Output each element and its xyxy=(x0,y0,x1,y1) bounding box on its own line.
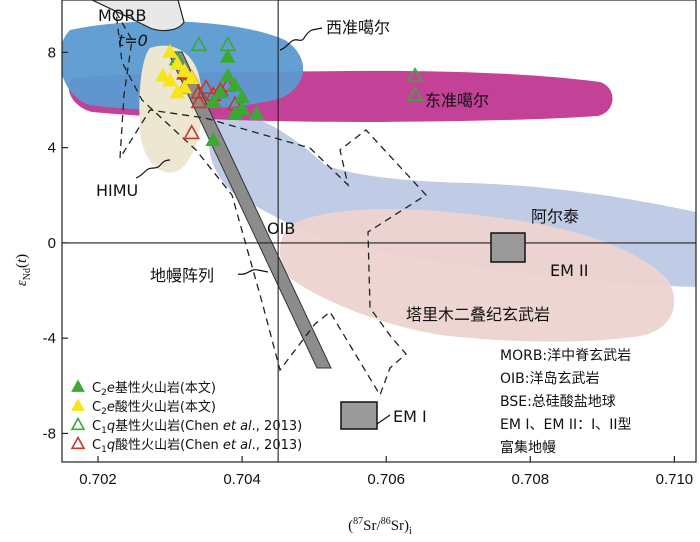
plot-frame xyxy=(61,0,697,463)
note-line-2: OIB:洋岛玄武岩 xyxy=(500,370,599,387)
x-tick-label: 0.704 xyxy=(223,471,261,488)
legend-marker xyxy=(70,435,86,450)
data-point xyxy=(197,78,215,94)
data-point xyxy=(406,66,424,83)
data-point xyxy=(212,84,229,99)
x-tick-label: 0.708 xyxy=(512,471,550,488)
data-point xyxy=(162,43,178,58)
em1-label: EM I xyxy=(393,407,427,426)
data-point xyxy=(219,48,236,63)
y-tick-label: -4 xyxy=(43,330,56,347)
y-tick-label: 4 xyxy=(48,140,56,157)
altai-label: 阿尔泰 xyxy=(531,207,579,226)
legend-marker xyxy=(71,398,85,411)
data-point xyxy=(155,67,171,82)
legend-entry: C2e酸性火山岩(本文) xyxy=(92,400,216,417)
y-tick-label: 0 xyxy=(48,235,56,252)
y-axis: -8 -4 0 4 8 xyxy=(43,44,68,442)
x-axis: 0.702 0.704 0.706 0.708 0.710 xyxy=(79,456,693,488)
west-junggar-label: 西准噶尔 xyxy=(326,18,390,37)
oib-field-outline xyxy=(115,11,428,397)
em2-label: EM II xyxy=(550,261,588,280)
legend-marker xyxy=(71,379,85,392)
himu-leader xyxy=(135,159,171,179)
data-point xyxy=(183,69,200,85)
mantle-array-label: 地幔阵列 xyxy=(150,266,214,285)
legend-entry: C2e基性火山岩(本文) xyxy=(92,381,216,398)
data-point xyxy=(205,131,222,147)
data-point xyxy=(227,77,243,92)
data-point xyxy=(190,83,208,99)
legend-marker xyxy=(70,416,86,431)
data-point xyxy=(176,79,193,94)
data-point xyxy=(205,93,222,108)
data-point xyxy=(162,72,178,87)
t0-label: t=0 xyxy=(118,31,148,50)
east-junggar-label: 东准噶尔 xyxy=(425,91,489,110)
data-point xyxy=(248,105,265,120)
west-junggar-leader xyxy=(279,27,323,51)
plot-area xyxy=(62,0,696,397)
data-point xyxy=(190,93,208,109)
data-point xyxy=(219,67,236,82)
data-point xyxy=(190,36,208,52)
x-axis-label: (87Sr/86Sr)i xyxy=(348,516,412,537)
note-line-3: BSE:总硅酸盐地球 xyxy=(500,394,616,410)
x-tick-label: 0.706 xyxy=(367,471,405,488)
morb-label: MORB xyxy=(98,6,147,25)
data-point xyxy=(227,105,243,120)
data-point xyxy=(169,55,186,70)
em1-box xyxy=(340,401,378,430)
legend-entry: C1q酸性火山岩(Chen et al., 2013) xyxy=(92,438,302,455)
legend-entry: C1q基性火山岩(Chen et al., 2013) xyxy=(92,419,302,436)
data-points xyxy=(155,36,424,147)
tarim-basalt-field xyxy=(279,208,675,342)
em1-leader xyxy=(376,414,391,425)
y-tick-label: -8 xyxy=(43,425,56,442)
legend: C2e基性火山岩(本文) C2e酸性火山岩(本文) C1q基性火山岩(Chen et… xyxy=(70,379,302,455)
x-tick-label: 0.710 xyxy=(656,471,694,488)
data-point xyxy=(234,100,250,116)
tarim-basalt-label: 塔里木二叠纪玄武岩 xyxy=(406,305,550,324)
data-point xyxy=(406,86,424,102)
data-point xyxy=(169,84,186,99)
em2-box xyxy=(490,232,526,263)
data-point xyxy=(176,62,193,77)
note-line-5: 富集地幔 xyxy=(500,439,556,456)
mantle-array-leader xyxy=(237,269,269,275)
note-line-1: MORB:洋中脊玄武岩 xyxy=(500,347,631,364)
y-tick-label: 8 xyxy=(48,44,56,61)
morb-field xyxy=(91,0,185,32)
x-tick-label: 0.702 xyxy=(79,471,117,488)
y-axis-label: εNd(t) xyxy=(14,254,33,286)
oib-label: OIB xyxy=(267,219,295,238)
himu-label: HIMU xyxy=(96,181,138,200)
note-line-4: EM I、EM II：I、II型 xyxy=(500,417,632,433)
data-point xyxy=(183,124,201,140)
